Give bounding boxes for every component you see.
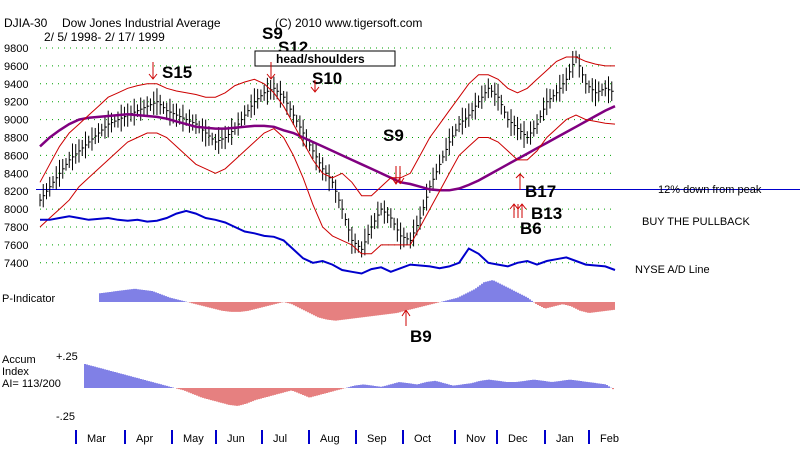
month-axis: Mar Apr May Jun Jul Aug Sep Oct Nov Dec Jan Feb xyxy=(75,430,619,445)
signal-b17: B17 xyxy=(525,182,556,201)
signal-s9-top: S9 xyxy=(262,24,283,43)
month-label: Jan xyxy=(556,433,574,445)
month-label: Jun xyxy=(227,433,245,445)
p-indicator-label: P-Indicator xyxy=(2,293,56,305)
month-label: Sep xyxy=(367,433,387,445)
arrow-s15 xyxy=(148,62,158,80)
accum-top-label: +.25 xyxy=(56,351,78,363)
month-label: Apr xyxy=(136,433,153,445)
accum-label-line1: Accum xyxy=(2,354,36,366)
y-tick-label: 8800 xyxy=(4,133,28,145)
signal-b13: B13 xyxy=(531,204,562,223)
note-ad-line: NYSE A/D Line xyxy=(635,264,710,276)
series-lines xyxy=(39,56,616,275)
y-tick-label: 7800 xyxy=(4,222,28,234)
chart-copyright: (C) 2010 www.tigersoft.com xyxy=(275,16,422,30)
chart-name: Dow Jones Industrial Average xyxy=(62,16,221,30)
y-tick-label: 8400 xyxy=(4,168,28,180)
series-line xyxy=(40,209,616,275)
series-line xyxy=(39,114,616,255)
y-tick-label: 8000 xyxy=(4,204,28,216)
note-buy-pullback: BUY THE PULLBACK xyxy=(642,216,750,228)
month-label: May xyxy=(183,433,204,445)
signal-s9-mid: S9 xyxy=(383,126,404,145)
y-tick-label: 7400 xyxy=(4,258,28,270)
y-tick-label: 9200 xyxy=(4,97,28,109)
arrow-s10 xyxy=(310,80,320,93)
p-indicator-bars xyxy=(99,280,615,321)
head-shoulders-label: head/shoulders xyxy=(276,52,365,66)
arrow-s12 xyxy=(266,62,276,80)
signal-arrows xyxy=(148,62,527,326)
signal-b9: B9 xyxy=(410,327,432,346)
month-label: Mar xyxy=(87,433,106,445)
signal-s15: S15 xyxy=(162,63,192,82)
y-tick-label: 8200 xyxy=(4,186,28,198)
price-bars xyxy=(39,50,614,258)
signal-b6: B6 xyxy=(520,219,542,238)
y-tick-label: 8600 xyxy=(4,150,28,162)
month-label: Oct xyxy=(414,433,431,445)
arrow-s9-mid xyxy=(391,166,405,185)
month-label: Feb xyxy=(600,433,619,445)
accum-bottom-label: -.25 xyxy=(56,411,75,423)
head-shoulders-box xyxy=(254,50,396,67)
series-line xyxy=(39,56,615,197)
accum-index-bars xyxy=(84,364,614,406)
series-line xyxy=(39,105,616,192)
accum-label-line3: AI= 113/200 xyxy=(2,378,61,390)
y-tick-label: 9800 xyxy=(4,43,28,55)
y-tick-label: 9400 xyxy=(4,79,28,91)
accum-label-line2: Index xyxy=(2,366,29,378)
y-axis-ticks: 9800 9600 9400 9200 9000 8800 8600 8400 8200 8000… xyxy=(4,43,28,270)
arrow-b9 xyxy=(401,309,411,326)
y-tick-label: 9000 xyxy=(4,115,28,127)
chart-symbol: DJIA-30 xyxy=(4,16,48,30)
month-label: Nov xyxy=(466,433,486,445)
month-label: Jul xyxy=(273,433,287,445)
month-label: Aug xyxy=(320,433,340,445)
reference-line-label: 12% down from peak xyxy=(658,184,762,196)
y-tick-label: 7600 xyxy=(4,240,28,252)
y-tick-label: 9600 xyxy=(4,61,28,73)
signal-s10: S10 xyxy=(312,69,342,88)
arrow-b17 xyxy=(515,173,525,190)
month-label: Dec xyxy=(508,433,528,445)
arrow-b13 xyxy=(509,203,527,218)
chart-date-range: 2/ 5/ 1998- 2/ 17/ 1999 xyxy=(44,30,165,44)
